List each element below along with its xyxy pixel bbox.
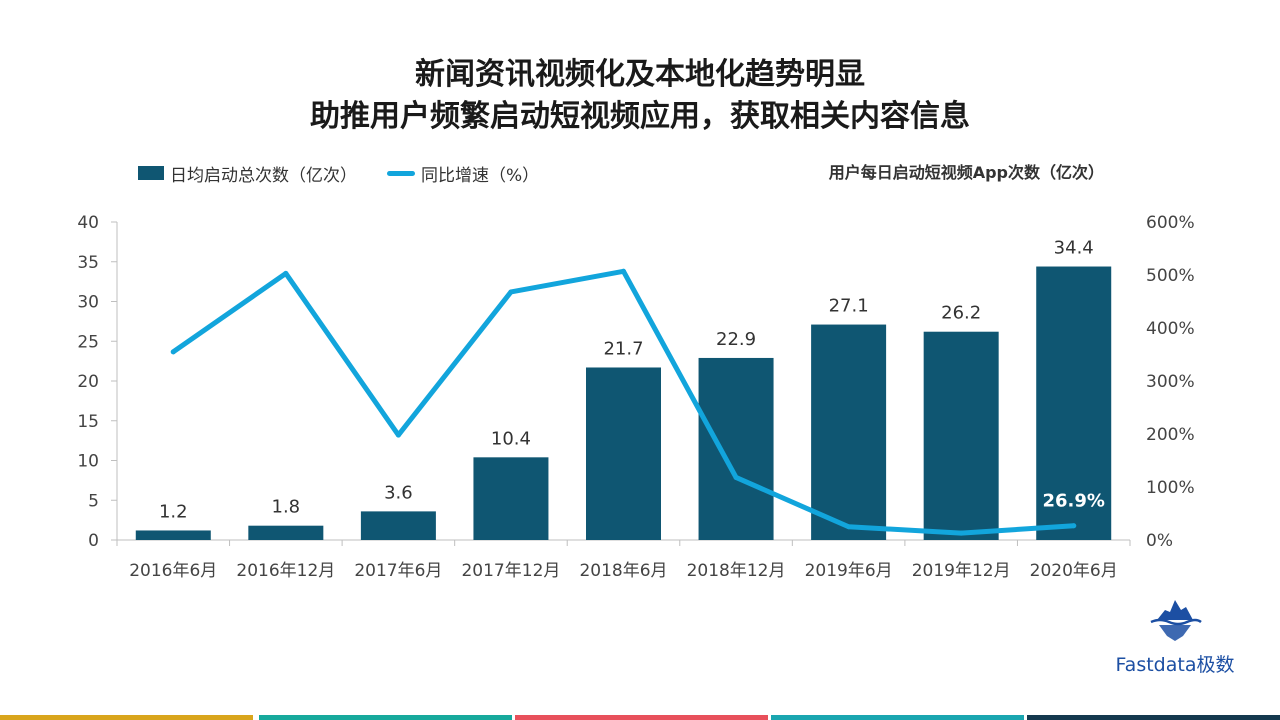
y-left-tick-label: 0 <box>88 531 99 551</box>
bar <box>586 367 661 540</box>
growth-point <box>283 270 289 276</box>
y-right-tick-label: 400% <box>1146 319 1195 339</box>
bar-value-label: 10.4 <box>491 428 531 449</box>
y-right-tick-label: 300% <box>1146 372 1195 392</box>
bar <box>473 457 549 540</box>
y-left-tick-label: 10 <box>77 452 99 472</box>
x-tick-label: 2019年12月 <box>912 561 1011 581</box>
bar-value-label: 3.6 <box>384 482 413 503</box>
y-left-tick-label: 20 <box>77 372 99 392</box>
growth-point <box>621 268 626 274</box>
y-left-tick-label: 40 <box>77 213 99 233</box>
bar <box>811 324 887 540</box>
growth-point <box>395 432 401 438</box>
legend-item-bar: 日均启动总次数（亿次） <box>138 161 357 186</box>
iceberg-icon <box>1150 600 1202 641</box>
bar-value-label: 21.7 <box>603 338 643 359</box>
y-left-tick-label: 30 <box>77 293 99 313</box>
bar <box>923 331 999 540</box>
bar-value-label: 34.4 <box>1054 238 1094 259</box>
x-tick-label: 2019年6月 <box>805 561 893 581</box>
growth-annotation-label: 26.9% <box>1042 491 1104 512</box>
x-tick-label: 2018年6月 <box>579 561 667 581</box>
page-title-line2: 助推用户频繁启动短视频应用，获取相关内容信息 <box>310 99 970 134</box>
growth-point <box>846 524 852 530</box>
bar-value-label: 1.2 <box>159 501 188 522</box>
y-right-tick-label: 0% <box>1146 531 1173 551</box>
y-right-tick-label: 500% <box>1146 266 1195 286</box>
x-tick-label: 2017年6月 <box>354 561 442 581</box>
bar <box>698 357 774 540</box>
chart-subtitle: 用户每日启动短视频App次数（亿次） <box>828 163 1104 182</box>
y-left-tick-label: 35 <box>77 253 99 273</box>
legend-line-swatch <box>387 170 415 176</box>
legend-item-line: 同比增速（%） <box>387 161 539 186</box>
x-tick-label: 2016年12月 <box>236 561 335 581</box>
growth-point <box>733 474 739 480</box>
brand-name: Fastdata极数 <box>1115 654 1235 676</box>
growth-point <box>1071 523 1077 529</box>
x-tick-label: 2016年6月 <box>129 561 217 581</box>
y-right-tick-label: 100% <box>1146 478 1195 498</box>
bar-value-label: 1.8 <box>272 497 301 518</box>
y-left-tick-label: 15 <box>77 412 99 432</box>
x-tick-label: 2017年12月 <box>461 561 560 581</box>
legend-line-label: 同比增速（%） <box>421 165 540 186</box>
growth-point <box>170 349 176 355</box>
footer-stripe-segment <box>771 715 1024 720</box>
footer-stripe-segment <box>259 715 512 720</box>
legend-bar-label: 日均启动总次数（亿次） <box>170 165 357 186</box>
y-right-tick-label: 200% <box>1146 425 1195 445</box>
legend-bar-swatch <box>138 166 164 180</box>
brand-logo: Fastdata极数 <box>1105 598 1245 677</box>
footer-stripe-segment <box>0 715 253 720</box>
bar-value-label: 22.9 <box>716 329 756 350</box>
y-right-tick-label: 600% <box>1146 213 1195 233</box>
growth-point <box>958 530 964 536</box>
bar <box>248 525 324 540</box>
bar-value-label: 27.1 <box>829 296 869 317</box>
bar-value-label: 26.2 <box>941 303 981 324</box>
bar <box>1036 266 1112 540</box>
footer-stripe-segment <box>1027 715 1280 720</box>
x-tick-label: 2020年6月 <box>1030 561 1118 581</box>
bar <box>360 511 436 540</box>
y-left-tick-label: 5 <box>88 491 99 511</box>
y-left-tick-label: 25 <box>77 332 99 352</box>
x-tick-label: 2018年12月 <box>687 561 786 581</box>
growth-point <box>508 289 514 295</box>
bar <box>135 530 211 540</box>
footer-stripe-segment <box>515 715 768 720</box>
page-title-line1: 新闻资讯视频化及本地化趋势明显 <box>415 57 865 92</box>
chart-legend: 日均启动总次数（亿次） 同比增速（%） <box>138 160 569 186</box>
